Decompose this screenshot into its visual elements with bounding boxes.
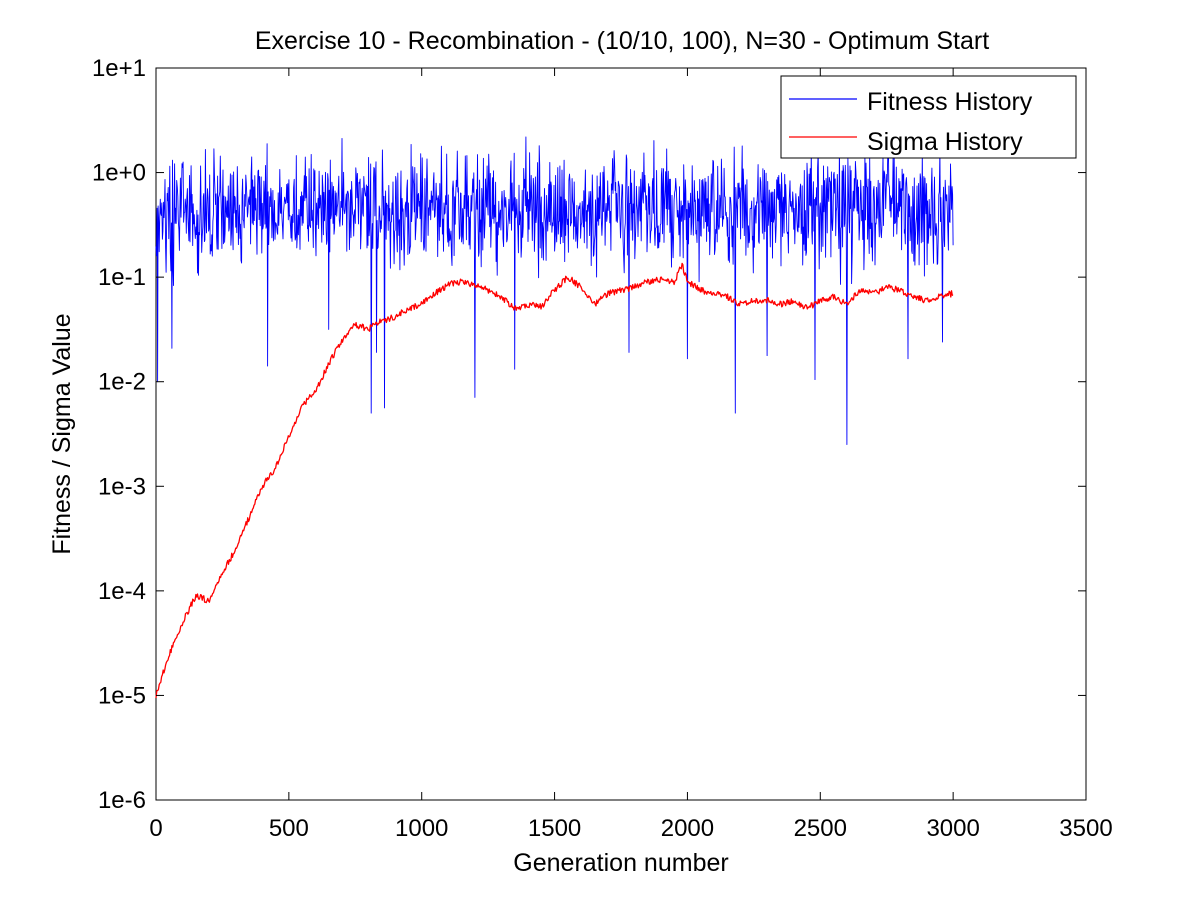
x-tick-label: 1500 (528, 815, 581, 842)
chart-title: Exercise 10 - Recombination - (10/10, 10… (255, 27, 989, 55)
x-tick-label: 3000 (926, 815, 979, 842)
legend-label-fitness-history: Fitness History (867, 88, 1033, 116)
y-tick-label: 1e-1 (98, 264, 146, 291)
x-tick-label: 1000 (395, 815, 448, 842)
y-tick-label: 1e-6 (98, 787, 146, 814)
x-tick-label: 2500 (794, 815, 847, 842)
y-tick-label: 1e+1 (92, 55, 146, 82)
series-layer (155, 136, 954, 699)
plot-frame (155, 67, 1087, 801)
x-tick-label: 3500 (1059, 815, 1112, 842)
x-tick-label: 500 (269, 815, 309, 842)
tick-layer: 0 500 1000 1500 2000 2500 3000 3500 1e-6 1e-5 1e-4… (92, 55, 1113, 842)
legend-label-sigma-history: Sigma History (867, 128, 1023, 156)
y-axis-label: Fitness / Sigma Value (48, 313, 76, 554)
y-tick-label: 1e-5 (98, 682, 146, 709)
series-line-sigma-history (155, 262, 954, 699)
plot-area: 0 500 1000 1500 2000 2500 3000 3500 1e-6 1e-5 1e-4… (92, 55, 1113, 842)
x-axis-label: Generation number (513, 849, 728, 877)
legend: Fitness History Sigma History (780, 75, 1077, 159)
y-tick-label: 1e-3 (98, 473, 146, 500)
x-tick-label: 0 (149, 815, 162, 842)
x-tick-label: 2000 (661, 815, 714, 842)
y-tick-label: 1e-4 (98, 578, 146, 605)
series-line-fitness-history (155, 136, 954, 445)
y-tick-label: 1e+0 (92, 160, 146, 187)
legend-box (780, 75, 1077, 159)
y-tick-label: 1e-2 (98, 369, 146, 396)
